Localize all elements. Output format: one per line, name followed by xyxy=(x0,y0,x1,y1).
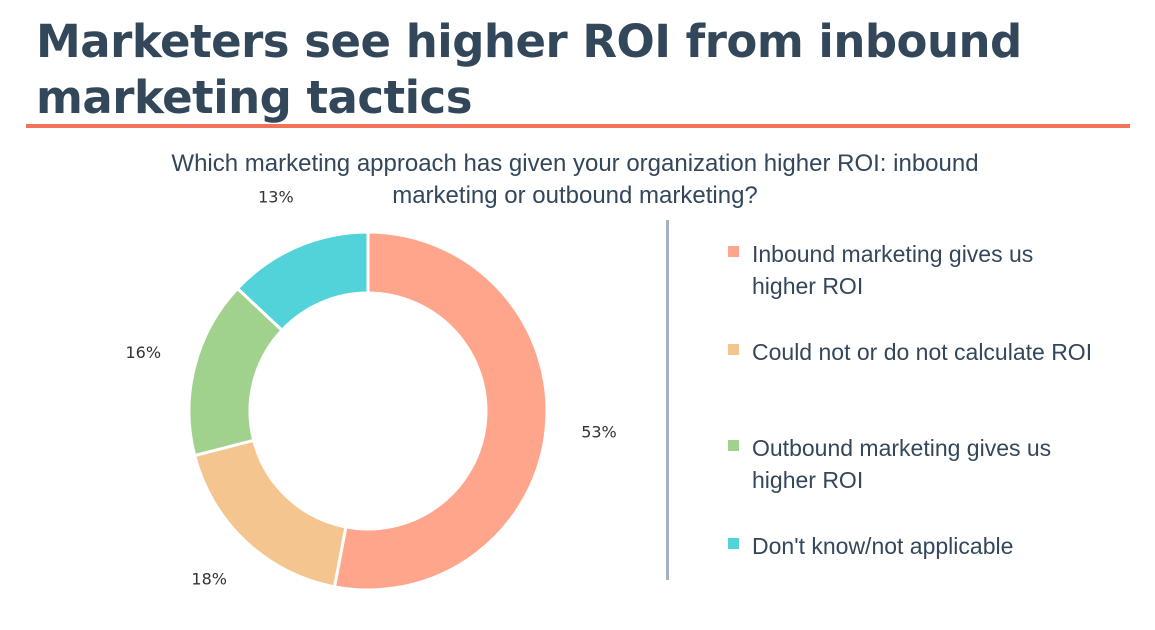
legend-item-inbound: Inbound marketing gives us higher ROI xyxy=(728,238,1082,302)
legend-swatch-inbound xyxy=(728,246,739,257)
page-title: Marketers see higher ROI from inbound ma… xyxy=(36,15,1022,124)
data-label-no-calc: 18% xyxy=(191,570,227,589)
legend-item-no-calc: Could not or do not calculate ROI xyxy=(728,336,1132,368)
data-label-outbound: 16% xyxy=(126,343,162,362)
slice-dont-know xyxy=(235,230,370,333)
donut-chart: 53% 18% 16% 13% xyxy=(126,188,617,592)
legend-label-inbound: Inbound marketing gives us higher ROI xyxy=(752,241,1034,299)
legend-divider xyxy=(666,220,669,580)
chart-subtitle: Which marketing approach has given your … xyxy=(171,150,979,209)
legend-item-outbound: Outbound marketing gives us higher ROI xyxy=(728,432,1097,496)
legend-label-no-calc: Could not or do not calculate ROI xyxy=(752,339,1093,365)
title-underline xyxy=(26,124,1130,128)
slice-inbound xyxy=(332,230,549,592)
legend-swatch-outbound xyxy=(728,440,739,451)
data-label-dont-know: 13% xyxy=(258,188,294,207)
legend-item-dont-know: Don't know/not applicable xyxy=(728,530,1132,562)
slice-no-calc xyxy=(192,438,348,589)
legend-swatch-dont-know xyxy=(728,538,739,549)
legend-swatch-no-calc xyxy=(728,344,739,355)
legend-label-dont-know: Don't know/not applicable xyxy=(752,533,1014,559)
legend-label-outbound: Outbound marketing gives us higher ROI xyxy=(752,435,1052,493)
data-label-inbound: 53% xyxy=(581,422,617,441)
